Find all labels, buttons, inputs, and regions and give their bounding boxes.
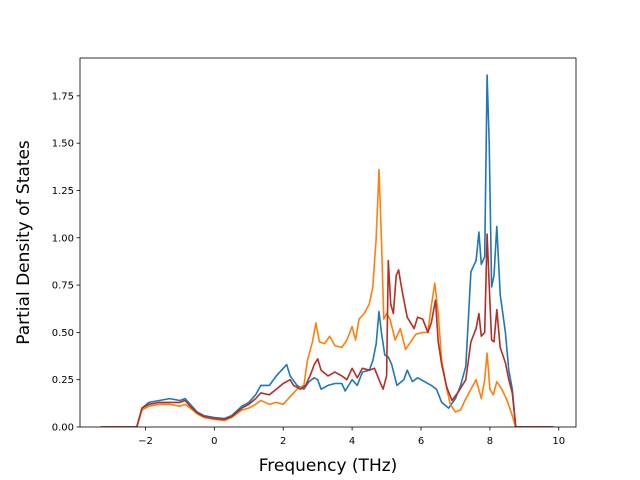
y-axis-label: Partial Density of States: [14, 140, 34, 345]
x-tick-label: −2: [138, 436, 153, 447]
x-tick-label: 4: [349, 436, 355, 447]
x-tick-label: 8: [487, 436, 493, 447]
x-tick-label: 10: [552, 436, 565, 447]
y-axis-ticks: 0.00 0.25 0.50 0.75 1.00 1.25 1.50 1.75: [52, 91, 80, 434]
y-tick-label: 1.25: [52, 186, 74, 197]
x-axis-label: Frequency (THz): [259, 456, 398, 476]
y-tick-label: 0.00: [52, 423, 74, 434]
y-tick-label: 0.25: [52, 375, 74, 386]
series-line-3: [100, 233, 554, 427]
y-tick-label: 1.75: [52, 91, 74, 102]
y-tick-label: 1.50: [52, 139, 74, 150]
x-axis-ticks: −2 0 2 4 6 8 10: [138, 427, 565, 447]
x-tick-label: 2: [280, 436, 286, 447]
axes-frame: [79, 57, 577, 428]
y-tick-label: 1.00: [52, 233, 74, 244]
series-layer: [100, 74, 554, 427]
x-tick-label: 6: [418, 436, 424, 447]
series-line-2: [100, 168, 554, 427]
y-tick-label: 0.50: [52, 328, 74, 339]
x-tick-label: 0: [211, 436, 217, 447]
y-tick-label: 0.75: [52, 281, 74, 292]
